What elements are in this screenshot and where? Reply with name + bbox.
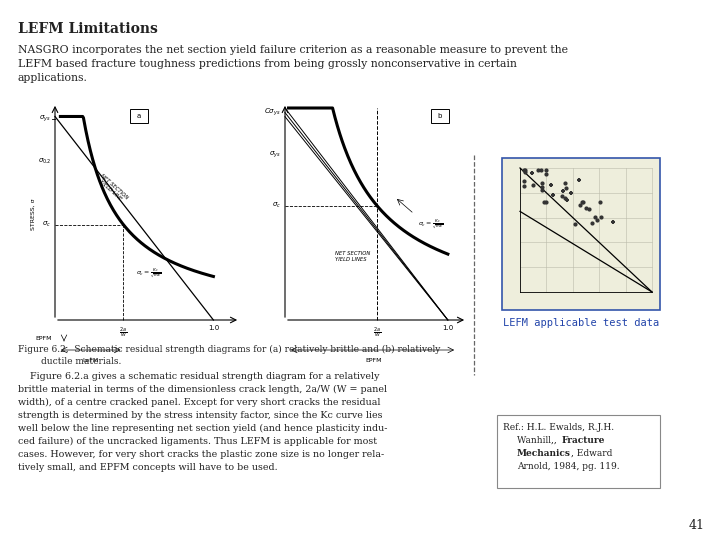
Point	[532, 166, 544, 174]
Point	[557, 186, 569, 195]
Text: 41: 41	[689, 519, 705, 532]
Text: a: a	[137, 113, 140, 119]
Point	[595, 213, 607, 221]
Point	[570, 220, 581, 228]
Text: Fracture: Fracture	[562, 436, 606, 445]
Point	[559, 193, 571, 202]
Point	[527, 180, 539, 189]
Text: Figure 6.2.a gives a schematic residual strength diagram for a relatively: Figure 6.2.a gives a schematic residual …	[18, 372, 379, 381]
Text: width), of a centre cracked panel. Except for very short cracks the residual: width), of a centre cracked panel. Excep…	[18, 398, 380, 407]
Text: $\sigma_c = \frac{K_c}{\sqrt{\pi a}}$: $\sigma_c = \frac{K_c}{\sqrt{\pi a}}$	[136, 267, 161, 280]
Point	[576, 198, 588, 206]
Point	[595, 198, 606, 206]
Text: cases. However, for very short cracks the plastic zone size is no longer rela-: cases. However, for very short cracks th…	[18, 450, 384, 459]
Text: Wanhill,,: Wanhill,,	[517, 436, 559, 445]
Point	[582, 205, 594, 214]
Point	[586, 219, 598, 228]
Point	[519, 166, 531, 174]
Text: LEFM Limitations: LEFM Limitations	[18, 22, 158, 36]
FancyBboxPatch shape	[130, 109, 148, 123]
Text: NASGRO incorporates the net section yield failure criterion as a reasonable meas: NASGRO incorporates the net section yiel…	[18, 45, 568, 55]
Text: LeFM: LeFM	[83, 358, 99, 363]
Point	[590, 213, 601, 222]
Point	[518, 177, 530, 185]
Text: b: b	[438, 113, 442, 119]
Text: ced failure) of the uncracked ligaments. Thus LEFM is applicable for most: ced failure) of the uncracked ligaments.…	[18, 437, 377, 446]
Point	[518, 166, 530, 174]
Text: Ref.: H.L. Ewalds, R.J.H.: Ref.: H.L. Ewalds, R.J.H.	[503, 423, 614, 432]
Point	[526, 168, 538, 177]
Text: 1.0: 1.0	[208, 325, 219, 331]
Text: $\sigma_{0.2}$: $\sigma_{0.2}$	[37, 157, 51, 166]
Point	[556, 192, 567, 200]
Point	[592, 215, 603, 224]
Point	[519, 168, 531, 177]
Text: $\sigma_{ys}$: $\sigma_{ys}$	[39, 113, 51, 124]
Bar	[502, 158, 660, 310]
Text: NET SECTION
YIELD LINES: NET SECTION YIELD LINES	[335, 251, 370, 262]
Text: tively small, and EPFM concepts will have to be used.: tively small, and EPFM concepts will hav…	[18, 463, 278, 472]
Point	[538, 198, 549, 206]
Text: LEFM applicable test data: LEFM applicable test data	[503, 318, 659, 328]
Text: 1.0: 1.0	[442, 325, 454, 331]
Text: $C\sigma_{ys}$: $C\sigma_{ys}$	[264, 106, 281, 118]
Point	[541, 198, 552, 206]
Text: ductile materials.: ductile materials.	[18, 357, 122, 366]
Text: $\sigma_c$: $\sigma_c$	[42, 220, 51, 230]
Point	[573, 176, 585, 184]
Point	[536, 179, 548, 188]
Text: STRESS, σ: STRESS, σ	[30, 198, 35, 230]
Text: $\sigma_c$: $\sigma_c$	[272, 201, 281, 211]
Text: $\sigma_c = \frac{K_c}{\sqrt{\pi a}}$: $\sigma_c = \frac{K_c}{\sqrt{\pi a}}$	[418, 218, 443, 231]
Point	[518, 182, 530, 191]
Text: LEFM based fracture toughness predictions from being grossly nonconservative in : LEFM based fracture toughness prediction…	[18, 59, 517, 69]
Point	[577, 198, 589, 206]
Point	[545, 181, 557, 190]
Text: well below the line representing net section yield (and hence plasticity indu-: well below the line representing net sec…	[18, 424, 387, 433]
Text: Figure 6.2.  Schematic residual strength diagrams for (a) relatively brittle and: Figure 6.2. Schematic residual strength …	[18, 345, 441, 354]
FancyBboxPatch shape	[431, 109, 449, 123]
Text: Arnold, 1984, pg. 119.: Arnold, 1984, pg. 119.	[517, 462, 620, 471]
Text: $\frac{2a}{W}$: $\frac{2a}{W}$	[120, 326, 127, 340]
Text: Mechanics: Mechanics	[517, 449, 571, 458]
Text: brittle material in terms of the dimensionless crack length, 2a/W (W = panel: brittle material in terms of the dimensi…	[18, 385, 387, 394]
Bar	[497, 415, 660, 488]
Point	[608, 218, 619, 226]
Point	[536, 166, 547, 174]
Text: NET SECTION
YIELD LINE: NET SECTION YIELD LINE	[96, 173, 130, 204]
Text: $\frac{2a}{W}$: $\frac{2a}{W}$	[373, 326, 381, 340]
Point	[540, 166, 552, 174]
Point	[547, 191, 559, 200]
Text: , Edward: , Edward	[571, 449, 613, 458]
Text: $\sigma_{ys}$: $\sigma_{ys}$	[269, 150, 281, 160]
Text: EPFM: EPFM	[365, 358, 382, 363]
Point	[540, 170, 552, 178]
Point	[536, 183, 548, 192]
Point	[536, 186, 548, 194]
Point	[561, 184, 572, 193]
Point	[580, 204, 592, 212]
Point	[565, 188, 577, 197]
Point	[562, 195, 573, 204]
Text: applications.: applications.	[18, 73, 88, 83]
Text: strength is determined by the stress intensity factor, since the Kc curve lies: strength is determined by the stress int…	[18, 411, 382, 420]
Point	[574, 201, 585, 210]
Text: EPFM: EPFM	[35, 335, 52, 341]
Point	[559, 179, 571, 188]
